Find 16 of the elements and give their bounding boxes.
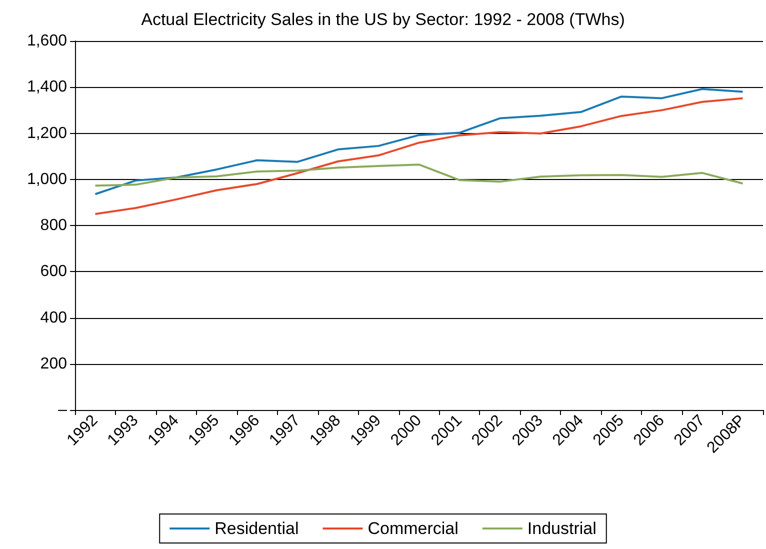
legend-label: Residential bbox=[214, 519, 299, 538]
y-tick-label: 1,200 bbox=[26, 124, 68, 142]
y-tick-label: 1,600 bbox=[26, 32, 68, 50]
y-tick-label: 400 bbox=[40, 309, 68, 326]
line-series bbox=[94, 164, 744, 187]
legend-label: Commercial bbox=[368, 519, 458, 538]
line-series bbox=[94, 97, 744, 215]
legend-label: Industrial bbox=[527, 519, 596, 538]
y-tick-label: 800 bbox=[40, 217, 68, 234]
chart-title: Actual Electricity Sales in the US by Sector: 1992 - 2008 (TWhs) bbox=[141, 10, 625, 29]
y-tick-label: 1,400 bbox=[26, 78, 68, 96]
y-tick-label: 1,000 bbox=[26, 170, 68, 188]
y-tick-label: 600 bbox=[40, 263, 68, 280]
y-tick-label: 200 bbox=[40, 355, 68, 372]
line-series bbox=[94, 88, 744, 196]
y-tick-label: – bbox=[58, 402, 68, 418]
